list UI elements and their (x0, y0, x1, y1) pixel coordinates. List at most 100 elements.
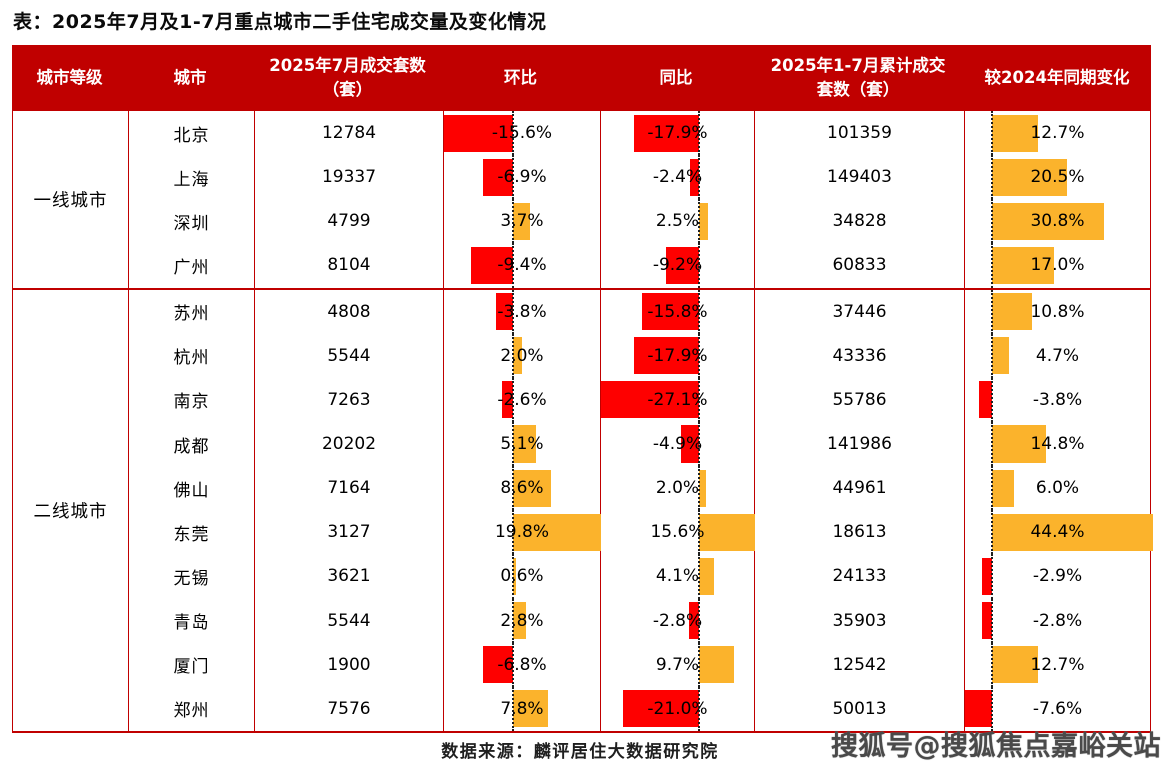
databar-mom-negative (483, 646, 514, 684)
databar-label: 2.0% (655, 478, 700, 499)
databar-cell-ytd: 10.8% (964, 289, 1150, 334)
cell-city-tier: 二线城市 (33, 501, 108, 522)
databar-label: 7.8% (500, 698, 544, 719)
databar-label: -3.8% (497, 301, 547, 322)
databar-cell-yoy: 15.6% (600, 510, 755, 555)
databar-label: -17.9% (647, 345, 708, 366)
table-row: 上海 19337 -6.9% -2.4% 149403 20.5% (128, 155, 1150, 200)
cell-jul-volume: 19337 (254, 155, 443, 200)
databar-label: -2.8% (652, 610, 703, 631)
zero-axis-line (697, 155, 700, 200)
cell-city: 厦门 (128, 642, 254, 687)
databar-label: -2.9% (1032, 566, 1083, 587)
databar-cell-mom: 19.8% (443, 510, 601, 555)
cell-cum-volume: 44961 (754, 466, 964, 511)
databar-label: -9.4% (497, 255, 547, 276)
cell-jul-volume: 5544 (254, 333, 443, 378)
databar-label: 20.5% (1030, 167, 1085, 188)
zero-axis-line (991, 111, 994, 156)
databar-ytd-positive (992, 646, 1039, 684)
zero-axis-line (512, 111, 515, 156)
databar-cell-ytd: 20.5% (964, 155, 1150, 200)
databar-cell-yoy: 4.1% (600, 554, 754, 599)
databar-label: 12.7% (1030, 654, 1085, 675)
cell-cum-volume: 55786 (754, 377, 964, 422)
databar-yoy-negative (688, 602, 699, 640)
zero-axis-line (512, 421, 515, 467)
databar-cell-yoy: 9.7% (600, 642, 754, 687)
databar-label: -2.6% (497, 389, 547, 410)
zero-axis-line (991, 199, 994, 244)
cell-cum-volume: 43336 (754, 333, 964, 378)
zero-axis-line (991, 243, 994, 288)
databar-mom-positive (513, 513, 601, 551)
databar-cell-ytd: 14.8% (964, 421, 1150, 467)
databar-ytd-positive (992, 469, 1015, 507)
databar-mom-positive (513, 557, 516, 596)
databar-label: -15.6% (491, 123, 553, 144)
databar-label: 4.1% (655, 566, 700, 587)
zero-axis-line (991, 155, 994, 200)
zero-axis-line (697, 243, 700, 288)
table-row: 深圳 4799 3.7% 2.5% 34828 30.8% (128, 199, 1150, 244)
databar-mom-positive (513, 425, 536, 463)
table-row: 无锡 3621 0.6% 4.1% 24133 -2.9% (128, 554, 1150, 599)
cell-jul-volume: 12784 (254, 111, 443, 156)
databar-cell-ytd: 12.7% (964, 642, 1150, 687)
zero-axis-line (512, 598, 515, 643)
cell-cum-volume: 34828 (754, 199, 964, 244)
databar-yoy-negative (681, 425, 699, 463)
databar-label: -15.8% (647, 301, 708, 322)
zero-axis-line (697, 466, 700, 511)
table-row: 青岛 5544 2.8% -2.8% 35903 -2.8% (128, 598, 1150, 643)
zero-axis-line (512, 243, 515, 288)
data-table: 城市等级 城市 2025年7月成交套数（套） 环比 同比 2025年1-7月累计… (12, 45, 1153, 733)
zero-axis-line (512, 333, 515, 378)
databar-cell-ytd: -2.9% (964, 554, 1150, 599)
databar-cell-ytd: 30.8% (964, 199, 1150, 244)
table-row: 佛山 7164 8.6% 2.0% 44961 6.0% (128, 466, 1150, 511)
zero-axis-line (697, 510, 700, 555)
cell-jul-volume: 8104 (254, 243, 443, 288)
databar-label: 30.8% (1030, 211, 1085, 232)
zero-axis-line (512, 155, 515, 200)
table-row: 东莞 3127 19.8% 15.6% 18613 44.4% (128, 510, 1153, 555)
zero-axis-line (991, 554, 994, 599)
databar-ytd-positive (992, 114, 1039, 152)
databar-ytd-positive (992, 246, 1054, 285)
zero-axis-line (512, 686, 515, 731)
databar-cell-mom: -6.9% (443, 155, 600, 200)
databar-label: 3.7% (500, 211, 544, 232)
table-row: 苏州 4808 -3.8% -15.8% 37446 10.8% (128, 289, 1150, 334)
cell-city: 东莞 (128, 510, 254, 555)
databar-cell-mom: 0.6% (443, 554, 600, 599)
table-header-row: 城市等级 城市 2025年7月成交套数（套） 环比 同比 2025年1-7月累计… (12, 45, 1151, 110)
databar-ytd-negative (965, 690, 993, 728)
table-row: 南京 7263 -2.6% -27.1% 55786 -3.8% (128, 377, 1150, 422)
cell-jul-volume: 4808 (254, 289, 443, 334)
databar-ytd-positive (992, 293, 1032, 331)
databar-mom-positive (513, 602, 526, 640)
cell-city: 广州 (128, 243, 254, 288)
databar-label: 15.6% (650, 522, 705, 543)
data-source-caption: 数据来源：麟评居住大数据研究院 (441, 742, 719, 762)
databar-cell-yoy: -17.9% (600, 111, 754, 156)
table-row: 郑州 7576 7.8% -21.0% 50013 -7.6% (128, 686, 1150, 731)
databar-cell-mom: 2.8% (443, 598, 600, 643)
cell-city: 无锡 (128, 554, 254, 599)
header-mom: 环比 (504, 67, 537, 87)
cell-city: 成都 (128, 421, 254, 467)
cell-city: 青岛 (128, 598, 254, 643)
cell-jul-volume: 4799 (254, 199, 443, 244)
header-ytd-change: 较2024年同期变化 (984, 67, 1130, 87)
databar-cell-yoy: -4.9% (600, 421, 754, 467)
databar-label: 4.7% (1035, 345, 1080, 366)
databar-cell-ytd: 12.7% (964, 111, 1150, 156)
cell-city: 北京 (128, 111, 254, 156)
databar-label: 0.6% (500, 566, 544, 587)
databar-label: 17.0% (1030, 255, 1085, 276)
table-row: 杭州 5544 2.0% -17.9% 43336 4.7% (128, 333, 1150, 378)
watermark-text: 搜狐号@搜狐焦点嘉峪关站 (831, 731, 1161, 762)
databar-cell-mom: 3.7% (443, 199, 600, 244)
cell-cum-volume: 141986 (754, 421, 964, 467)
